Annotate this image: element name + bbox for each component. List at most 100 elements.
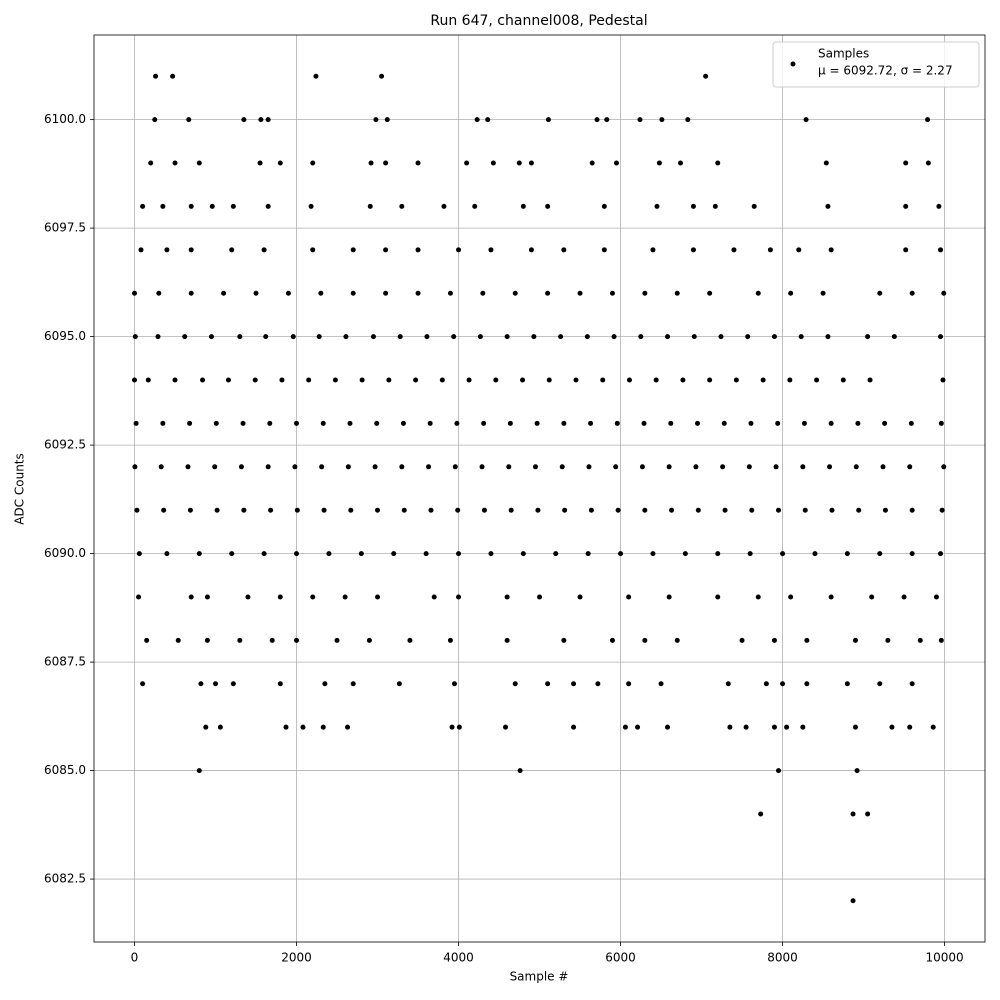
point [653, 377, 659, 383]
point [132, 377, 138, 383]
point [508, 507, 514, 513]
point [925, 117, 931, 123]
point [609, 290, 615, 296]
y-tick-label: 6087.5 [44, 655, 86, 669]
point [925, 160, 931, 166]
point [188, 247, 194, 253]
point [290, 334, 296, 340]
point [938, 420, 944, 426]
point [771, 637, 777, 643]
point [238, 464, 244, 470]
point [187, 507, 193, 513]
point [347, 420, 353, 426]
point [145, 377, 151, 383]
point [229, 247, 235, 253]
point [639, 464, 645, 470]
point [415, 247, 421, 253]
point [426, 464, 432, 470]
point [427, 420, 433, 426]
point [758, 811, 764, 817]
point [903, 203, 909, 209]
point [310, 160, 316, 166]
point [164, 551, 170, 557]
point [391, 551, 397, 557]
point [561, 637, 567, 643]
point [277, 594, 283, 600]
point [431, 594, 437, 600]
point [204, 637, 210, 643]
point [933, 594, 939, 600]
point [695, 420, 701, 426]
point [237, 637, 243, 643]
point [294, 551, 300, 557]
point [882, 420, 888, 426]
point [300, 724, 306, 730]
point [693, 464, 699, 470]
point [383, 160, 389, 166]
point [368, 160, 374, 166]
point [823, 160, 829, 166]
point [379, 73, 385, 79]
point [690, 203, 696, 209]
point [277, 681, 283, 687]
point [454, 420, 460, 426]
point [798, 334, 804, 340]
point [413, 377, 419, 383]
point [265, 203, 271, 209]
point [727, 724, 733, 730]
point [213, 681, 219, 687]
point [188, 203, 194, 209]
point [604, 117, 610, 123]
point [650, 247, 656, 253]
legend-stats: μ = 6092.72, σ = 2.27 [818, 64, 953, 78]
point [133, 420, 139, 426]
point [626, 377, 632, 383]
point [221, 290, 227, 296]
point [400, 420, 406, 426]
point [903, 247, 909, 253]
point [229, 551, 235, 557]
point [812, 551, 818, 557]
point [383, 290, 389, 296]
point [561, 420, 567, 426]
point [584, 334, 590, 340]
x-tick-label: 4000 [443, 951, 474, 965]
point [850, 898, 856, 904]
point [685, 117, 691, 123]
point [292, 464, 298, 470]
point [485, 117, 491, 123]
x-tick-label: 0 [131, 951, 139, 965]
point [877, 551, 883, 557]
point [258, 117, 264, 123]
point [399, 464, 405, 470]
point [441, 203, 447, 209]
point [850, 811, 856, 817]
point [187, 420, 193, 426]
point [140, 681, 146, 687]
point [907, 464, 913, 470]
point [350, 681, 356, 687]
point [545, 681, 551, 687]
point [707, 377, 713, 383]
point [775, 420, 781, 426]
point [880, 464, 886, 470]
point [780, 681, 786, 687]
point [658, 681, 664, 687]
point [265, 117, 271, 123]
legend-box [772, 41, 980, 88]
point [225, 377, 231, 383]
point [263, 334, 269, 340]
point [561, 247, 567, 253]
point [172, 160, 178, 166]
point [666, 464, 672, 470]
point [776, 768, 782, 774]
point [877, 290, 883, 296]
point [358, 551, 364, 557]
point [674, 290, 680, 296]
point [504, 637, 510, 643]
point [748, 420, 754, 426]
point [170, 73, 176, 79]
point [760, 377, 766, 383]
point [160, 203, 166, 209]
